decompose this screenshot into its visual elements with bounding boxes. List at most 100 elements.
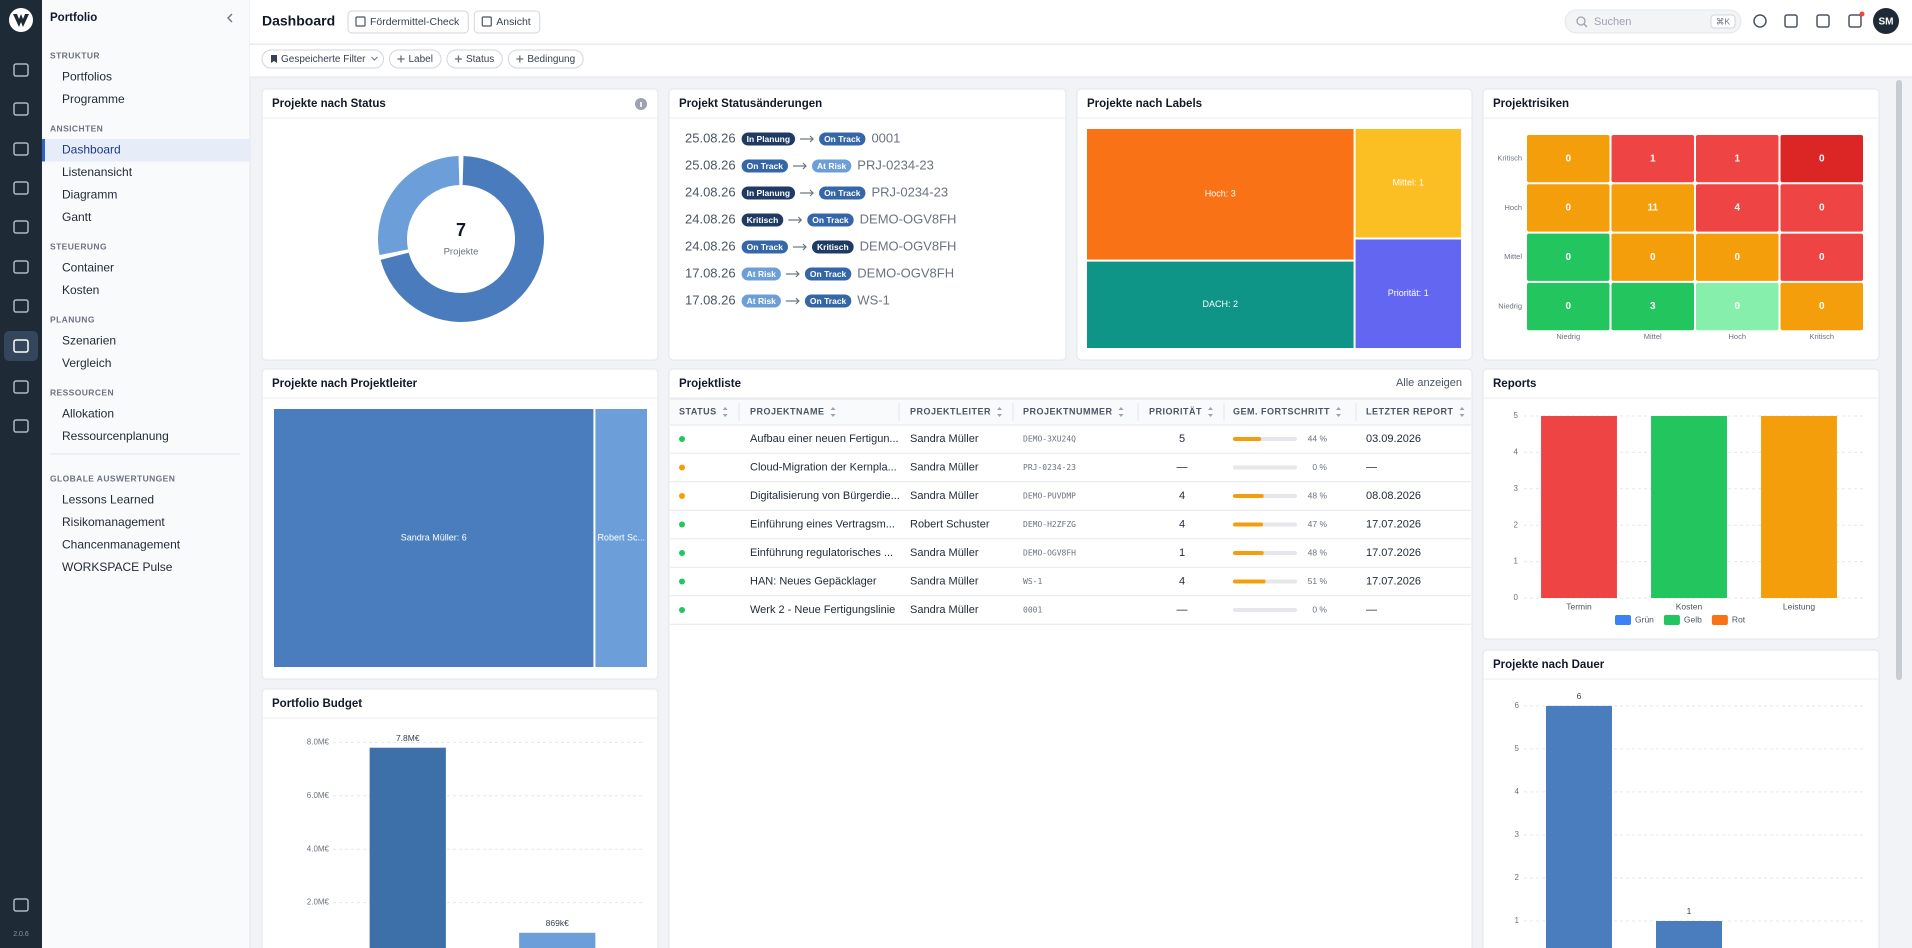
sidebar-item[interactable]: Container: [62, 261, 114, 275]
rail-icon[interactable]: [13, 102, 29, 116]
last-report: —: [1366, 461, 1377, 473]
risk-cell[interactable]: [1780, 233, 1864, 281]
rail-icon[interactable]: [13, 260, 29, 274]
rail-icon[interactable]: [13, 339, 29, 353]
sidebar-item[interactable]: Dashboard: [62, 143, 121, 157]
project-priority: 4: [1179, 575, 1185, 587]
project-name[interactable]: Einführung regulatorisches ...: [750, 547, 893, 559]
risk-cell[interactable]: [1527, 135, 1610, 183]
rail-icon[interactable]: [13, 380, 29, 394]
project-name[interactable]: Digitalisierung von Bürgerdie...: [750, 490, 900, 502]
header-icon[interactable]: [1784, 14, 1798, 28]
column-header[interactable]: LETZTER REPORT: [1366, 406, 1454, 416]
toolbar-button[interactable]: [347, 10, 469, 34]
bar[interactable]: [519, 932, 596, 948]
sidebar-item[interactable]: Ressourcenplanung: [62, 429, 169, 443]
rail-icon[interactable]: [13, 898, 29, 912]
risk-cell[interactable]: [1611, 233, 1695, 281]
project-name[interactable]: HAN: Neues Gepäcklager: [750, 575, 877, 587]
risk-cell[interactable]: [1527, 282, 1610, 331]
column-header[interactable]: PRIORITÄT: [1149, 406, 1202, 416]
sidebar-item[interactable]: Lessons Learned: [62, 493, 154, 507]
risk-cell-value: 0: [1565, 153, 1571, 164]
sidebar-item[interactable]: Programme: [62, 92, 125, 106]
filter-chip[interactable]: [388, 49, 442, 69]
risk-cell[interactable]: [1780, 282, 1864, 331]
header-icon[interactable]: [1816, 14, 1830, 28]
project-name[interactable]: Werk 2 - Neue Fertigungslinie: [750, 604, 895, 616]
column-header[interactable]: PROJEKTLEITER: [910, 406, 991, 416]
risk-cell[interactable]: [1696, 233, 1779, 281]
risk-cell[interactable]: [1780, 184, 1864, 232]
sidebar-item[interactable]: Listenansicht: [62, 165, 133, 179]
sidebar-item[interactable]: Allokation: [62, 407, 114, 421]
project-name[interactable]: Aufbau einer neuen Fertigun...: [750, 433, 899, 445]
status-badge: [741, 132, 796, 146]
risk-cell[interactable]: [1780, 135, 1864, 183]
button-label[interactable]: Ansicht: [496, 16, 531, 28]
project-name[interactable]: Cloud-Migration der Kernpla...: [750, 461, 897, 473]
progress-fill: [1233, 494, 1264, 498]
risk-cell[interactable]: [1611, 135, 1695, 183]
rail-icon[interactable]: [13, 299, 29, 313]
filter-chip[interactable]: [446, 49, 503, 69]
column-header[interactable]: PROJEKTNAME: [750, 406, 825, 416]
filter-chip[interactable]: [507, 49, 584, 69]
risk-cell[interactable]: [1696, 282, 1779, 331]
change-project: PRJ-0234-23: [871, 184, 948, 199]
bar[interactable]: [369, 747, 446, 948]
rail-icon[interactable]: [13, 181, 29, 195]
filter-chip[interactable]: [261, 49, 384, 69]
rail-icon[interactable]: [13, 419, 29, 433]
filter-label[interactable]: Label: [408, 54, 432, 65]
risk-cell[interactable]: [1527, 184, 1610, 232]
rail-icon[interactable]: [13, 142, 29, 156]
sidebar-item[interactable]: Portfolios: [62, 70, 112, 84]
sidebar-item[interactable]: Risikomanagement: [62, 515, 165, 529]
risk-cell-value: 3: [1650, 301, 1656, 312]
column-header[interactable]: PROJEKTNUMMER: [1023, 406, 1113, 416]
card-link[interactable]: Alle anzeigen: [1396, 377, 1462, 389]
rail-icon[interactable]: [13, 63, 29, 77]
last-report: 17.07.2026: [1366, 547, 1421, 559]
risk-cell[interactable]: [1611, 184, 1695, 232]
project-leader: Sandra Müller: [910, 547, 979, 559]
filter-label[interactable]: Status: [466, 54, 494, 65]
project-name[interactable]: Einführung eines Vertragsm...: [750, 518, 895, 530]
risk-cell[interactable]: [1611, 282, 1695, 331]
progress-label: 51 %: [1308, 576, 1328, 586]
sidebar-item[interactable]: Kosten: [62, 283, 99, 297]
sidebar-item[interactable]: Chancenmanagement: [62, 538, 181, 552]
bar[interactable]: [1761, 416, 1837, 598]
search-box[interactable]: [1564, 9, 1742, 34]
avatar[interactable]: [1873, 8, 1899, 34]
sidebar-item[interactable]: Gantt: [62, 210, 92, 224]
sidebar-item[interactable]: Szenarien: [62, 334, 116, 348]
avatar-initials[interactable]: SM: [1879, 17, 1894, 28]
sidebar-item[interactable]: Diagramm: [62, 188, 117, 202]
header-icon[interactable]: [1848, 14, 1862, 28]
bar[interactable]: [1651, 416, 1727, 598]
last-report: 17.07.2026: [1366, 575, 1421, 587]
filter-label[interactable]: Bedingung: [527, 54, 575, 65]
risk-cell[interactable]: [1696, 184, 1779, 232]
button-label[interactable]: Fördermittel-Check: [370, 16, 460, 28]
column-header[interactable]: GEM. FORTSCHRITT: [1233, 406, 1330, 416]
sidebar-item[interactable]: Vergleich: [62, 356, 111, 370]
sidebar-item[interactable]: WORKSPACE Pulse: [62, 560, 173, 574]
bar[interactable]: [1546, 705, 1612, 948]
status-badge-label: In Planung: [747, 188, 790, 198]
sort-icon: [722, 407, 728, 417]
filter-label[interactable]: Gespeicherte Filter: [281, 54, 366, 65]
y-tick-label: 2: [1515, 873, 1520, 882]
column-header[interactable]: STATUS: [679, 406, 717, 416]
risk-cell[interactable]: [1696, 135, 1779, 183]
header-icon[interactable]: [1753, 14, 1767, 28]
rail-icon[interactable]: [13, 220, 29, 234]
risk-cell[interactable]: [1527, 233, 1610, 281]
bar[interactable]: [1541, 416, 1617, 598]
legend-label: Grün: [1635, 614, 1654, 624]
bar[interactable]: [1656, 920, 1722, 948]
collapse-icon[interactable]: [227, 13, 233, 23]
